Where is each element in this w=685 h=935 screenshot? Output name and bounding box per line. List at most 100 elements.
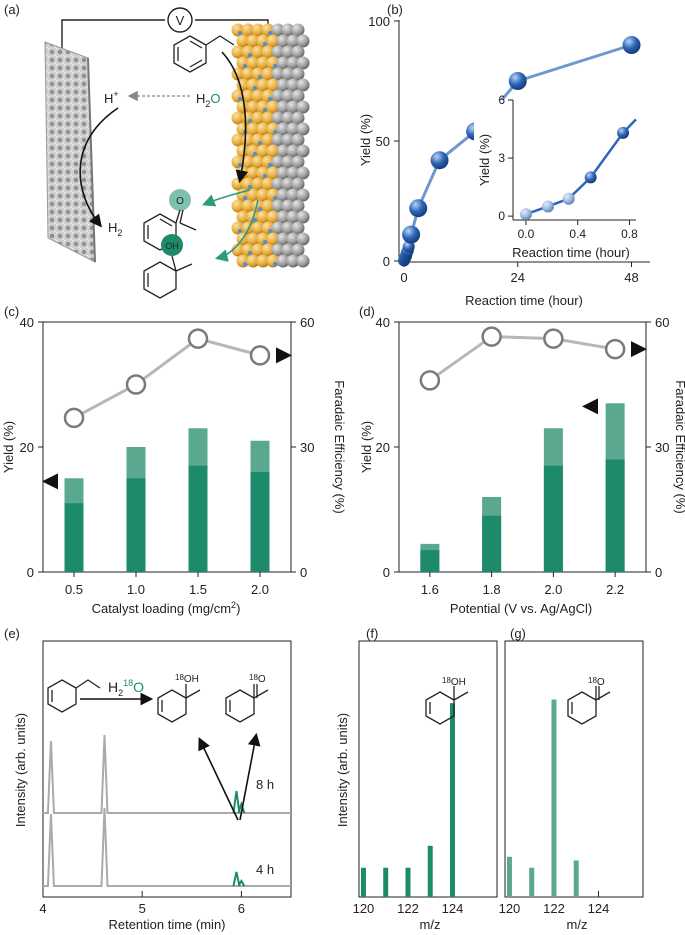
water-molecule-dot bbox=[243, 196, 247, 200]
substrate-particle bbox=[296, 210, 310, 224]
panel-c-fe-point bbox=[125, 374, 147, 395]
panel-c-fe-point bbox=[63, 407, 85, 429]
panel-d-ytick-label: 20 bbox=[376, 440, 390, 455]
substrate-particle bbox=[281, 177, 295, 191]
substrate-particle bbox=[276, 56, 290, 70]
panel-e-frame bbox=[42, 640, 292, 898]
ketone-o-label: O bbox=[176, 196, 184, 207]
panel-b-ticks: 0 24 48 0 50 100 bbox=[368, 14, 638, 285]
panel-g-xlabel: m/z bbox=[567, 917, 588, 932]
catalyst-particle bbox=[246, 232, 260, 246]
cathode-edge bbox=[87, 57, 96, 263]
water-molecule-dot bbox=[263, 42, 267, 46]
inset-data-point bbox=[562, 192, 575, 205]
panel-d-xtick-label: 2.2 bbox=[606, 582, 624, 597]
panel-g-xtick-label: 124 bbox=[588, 901, 610, 916]
panel-b-data-point bbox=[622, 36, 641, 54]
substrate-particle bbox=[281, 67, 295, 81]
panel-d-y2tick-label: 30 bbox=[655, 440, 669, 455]
substrate-particle bbox=[291, 67, 305, 81]
substrate-particle bbox=[286, 100, 300, 114]
substrate-particle bbox=[296, 188, 310, 202]
water-molecule-dot bbox=[248, 53, 252, 57]
panel-d-fe-point bbox=[543, 328, 564, 349]
panel-c-ylabel: Yield (%) bbox=[1, 421, 16, 473]
water-molecule-dot bbox=[238, 97, 242, 101]
panel-e-alcohol-structure bbox=[157, 684, 201, 723]
panel-b-xlabel: Reaction time (hour) bbox=[465, 293, 583, 308]
panel-f-peak bbox=[360, 867, 366, 897]
substrate-particle bbox=[286, 122, 300, 136]
panel-d-potential: (d) 0 20 40 0 30 60 1.6 1.8 2.0 2.2 Yield (%) Far… bbox=[359, 304, 685, 616]
substrate-particle bbox=[276, 78, 290, 92]
water-molecule-dot bbox=[268, 229, 272, 233]
panel-c-ytick-label: 40 bbox=[20, 315, 34, 330]
panel-f-label: (f) bbox=[366, 626, 378, 641]
panel-c-bar-alcohol bbox=[188, 465, 208, 572]
panel-b-data-point bbox=[402, 240, 415, 253]
phenylethanol-structure: OH bbox=[143, 234, 193, 299]
catalyst-particle bbox=[251, 221, 265, 235]
panel-a-label: (a) bbox=[4, 2, 20, 17]
panel-d-xtick-label: 1.8 bbox=[483, 582, 501, 597]
panel-g-peak bbox=[573, 860, 579, 897]
inset-ytick-label: 3 bbox=[498, 151, 505, 165]
water-molecule-dot bbox=[268, 31, 272, 35]
panel-c-catalyst-loading: (c) 0 20 40 0 30 60 0.5 1.0 1.5 2.0 Yield (%) Far… bbox=[1, 304, 347, 616]
substrate-particle bbox=[271, 45, 285, 59]
inset-xtick-label: 0.0 bbox=[518, 227, 535, 241]
substrate-particle bbox=[276, 210, 290, 224]
substrate-particle bbox=[286, 188, 300, 202]
inset-series bbox=[519, 118, 637, 221]
catalyst-particle bbox=[231, 45, 245, 59]
substrate-particle bbox=[271, 221, 285, 235]
catalyst-particle bbox=[256, 254, 270, 268]
catalyst-particle bbox=[266, 210, 280, 224]
panel-f-alcohol-structure bbox=[425, 686, 469, 725]
substrate-particle bbox=[296, 254, 310, 268]
catalyst-particle bbox=[261, 45, 275, 59]
panel-e-ketone-label: 18O bbox=[249, 673, 266, 685]
alcohol-oh-label: OH bbox=[165, 241, 179, 251]
water-molecule-dot bbox=[273, 196, 277, 200]
substrate-particle bbox=[271, 23, 285, 37]
water-molecule-dot bbox=[238, 229, 242, 233]
panel-d-bar-alcohol bbox=[482, 515, 502, 572]
panel-e-ketone-arrow bbox=[239, 732, 261, 821]
substrate-particle bbox=[296, 144, 310, 158]
cathode-mesh bbox=[44, 41, 96, 263]
catalyst-particle bbox=[246, 188, 260, 202]
inset-xtick-label: 0.8 bbox=[621, 227, 638, 241]
panel-e-trace-8h bbox=[43, 734, 291, 814]
panel-f-xlabel: m/z bbox=[420, 917, 441, 932]
panel-e-ethylbenzene bbox=[47, 679, 101, 713]
catalyst-particle bbox=[261, 199, 275, 213]
inset-data-point bbox=[617, 126, 630, 139]
catalyst-particle bbox=[241, 89, 255, 103]
ethylbenzene-structure bbox=[173, 35, 235, 73]
panel-d-ytick-label: 40 bbox=[376, 315, 390, 330]
proton-label: H+ bbox=[104, 89, 119, 106]
catalyst-particle bbox=[256, 188, 270, 202]
panel-d-fe-point bbox=[481, 326, 502, 347]
catalyst-particle bbox=[241, 155, 255, 169]
panel-b-ytick-label: 100 bbox=[368, 14, 390, 29]
panel-f-xtick-label: 124 bbox=[442, 901, 464, 916]
substrate-particle bbox=[281, 111, 295, 125]
substrate-particle bbox=[291, 45, 305, 59]
substrate-particle bbox=[286, 254, 300, 268]
water-molecule-dot bbox=[258, 207, 262, 211]
panel-d-fe-point bbox=[419, 370, 441, 391]
substrate-particle bbox=[291, 111, 305, 125]
substrate-particle bbox=[281, 133, 295, 147]
inset-xtick-label: 0.4 bbox=[569, 227, 586, 241]
substrate-particle bbox=[286, 210, 300, 224]
panel-c-ytick-label: 0 bbox=[27, 565, 34, 580]
voltmeter-label: V bbox=[176, 13, 185, 28]
substrate-particle bbox=[286, 78, 300, 92]
panel-g-peak bbox=[529, 867, 535, 897]
water-molecule-dot bbox=[263, 240, 267, 244]
panel-e-trace-label: 4 h bbox=[256, 862, 274, 877]
catalyst-particle bbox=[266, 166, 280, 180]
